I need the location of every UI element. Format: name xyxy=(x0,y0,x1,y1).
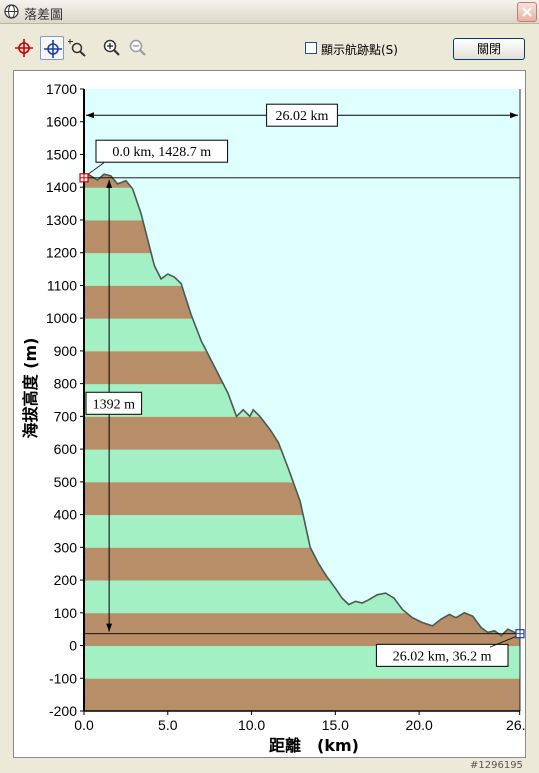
y-tick-label: 900 xyxy=(54,343,78,359)
elevation-diff-label: 1392 m xyxy=(93,397,136,412)
arrow-head-left xyxy=(86,112,94,119)
x-tick-label: 26.0 xyxy=(506,717,525,733)
window-title: 落差圖 xyxy=(24,8,64,23)
toolbar: 顯示航跡點(S) 關閉 xyxy=(0,24,539,68)
zoom-box-icon xyxy=(68,39,86,57)
elevation-profile-line xyxy=(83,173,521,637)
y-tick-label: 1000 xyxy=(46,310,77,326)
elevation-profile-chart[interactable]: 1700160015001400130012001100100090080070… xyxy=(14,71,525,757)
y-tick-label: 200 xyxy=(54,572,78,588)
y-tick-label: 300 xyxy=(54,539,78,555)
y-tick-label: 400 xyxy=(54,507,78,523)
elevation-band xyxy=(84,612,520,647)
x-tick-label: 10.0 xyxy=(238,717,265,733)
start-point-label-box xyxy=(95,139,229,163)
show-waypoints-label: 顯示航跡點(S) xyxy=(321,43,398,57)
y-tick-label: 1300 xyxy=(46,212,77,228)
start-leader-line xyxy=(85,162,105,177)
x-axis-title: 距離 (km) xyxy=(269,736,359,755)
globe-icon xyxy=(4,4,19,19)
elevation-band xyxy=(84,678,520,712)
zoom-box-tool-button[interactable] xyxy=(66,36,90,60)
x-tick-label: 0.0 xyxy=(74,717,94,733)
start-point-label: 0.0 km, 1428.7 m xyxy=(112,145,211,160)
zoom-in-icon xyxy=(103,39,120,56)
end-point-label: 26.02 km, 36.2 m xyxy=(393,649,492,664)
watermark-id: #1296195 xyxy=(470,760,523,771)
zoom-out-button[interactable] xyxy=(126,36,150,60)
y-tick-label: 100 xyxy=(54,605,78,621)
y-tick-label: -100 xyxy=(49,670,77,686)
y-tick-label: 700 xyxy=(54,408,78,424)
y-tick-label: 0 xyxy=(69,638,77,654)
zoom-in-button[interactable] xyxy=(100,36,124,60)
zoom-out-icon xyxy=(129,39,146,56)
checkbox-box[interactable] xyxy=(305,42,317,54)
close-icon xyxy=(522,7,532,17)
crosshair-icon xyxy=(15,39,33,57)
arrow-head-down xyxy=(106,623,113,632)
y-axis-title: 海拔高度 (m) xyxy=(21,338,40,439)
elevation-diff-label-box xyxy=(85,391,143,415)
close-button[interactable]: 關閉 xyxy=(453,38,525,60)
y-tick-label: 1700 xyxy=(46,81,77,97)
y-tick-label: 1200 xyxy=(46,245,77,261)
elevation-profile-panel: 1700 1600 1500 1400 1300 1200 1100 1000 900 800 70… xyxy=(13,70,526,758)
arrow-head-up xyxy=(106,179,113,188)
y-tick-label: 1500 xyxy=(46,146,77,162)
x-tick-label: 20.0 xyxy=(406,717,433,733)
x-tick-label: 5.0 xyxy=(158,717,178,733)
window-titlebar: 落差圖 xyxy=(0,0,539,24)
distance-label-box xyxy=(266,103,338,127)
y-tick-label: 800 xyxy=(54,376,78,392)
y-tick-label: 600 xyxy=(54,441,78,457)
distance-label: 26.02 km xyxy=(276,109,329,124)
y-tick-label: 500 xyxy=(54,474,78,490)
crosshair-tool-button[interactable] xyxy=(12,36,36,60)
end-leader-line xyxy=(489,635,519,648)
y-tick-label: 1400 xyxy=(46,179,77,195)
pan-tool-button[interactable] xyxy=(40,36,64,60)
end-point-label-box xyxy=(375,643,509,667)
y-tick-label: 1100 xyxy=(47,277,77,293)
move-crosshair-icon xyxy=(44,40,62,58)
x-tick-label: 15.0 xyxy=(322,717,349,733)
arrow-head-right xyxy=(510,112,518,119)
window-close-button[interactable] xyxy=(517,2,537,22)
y-tick-label: -200 xyxy=(49,703,77,719)
y-tick-label: 1600 xyxy=(46,114,77,130)
